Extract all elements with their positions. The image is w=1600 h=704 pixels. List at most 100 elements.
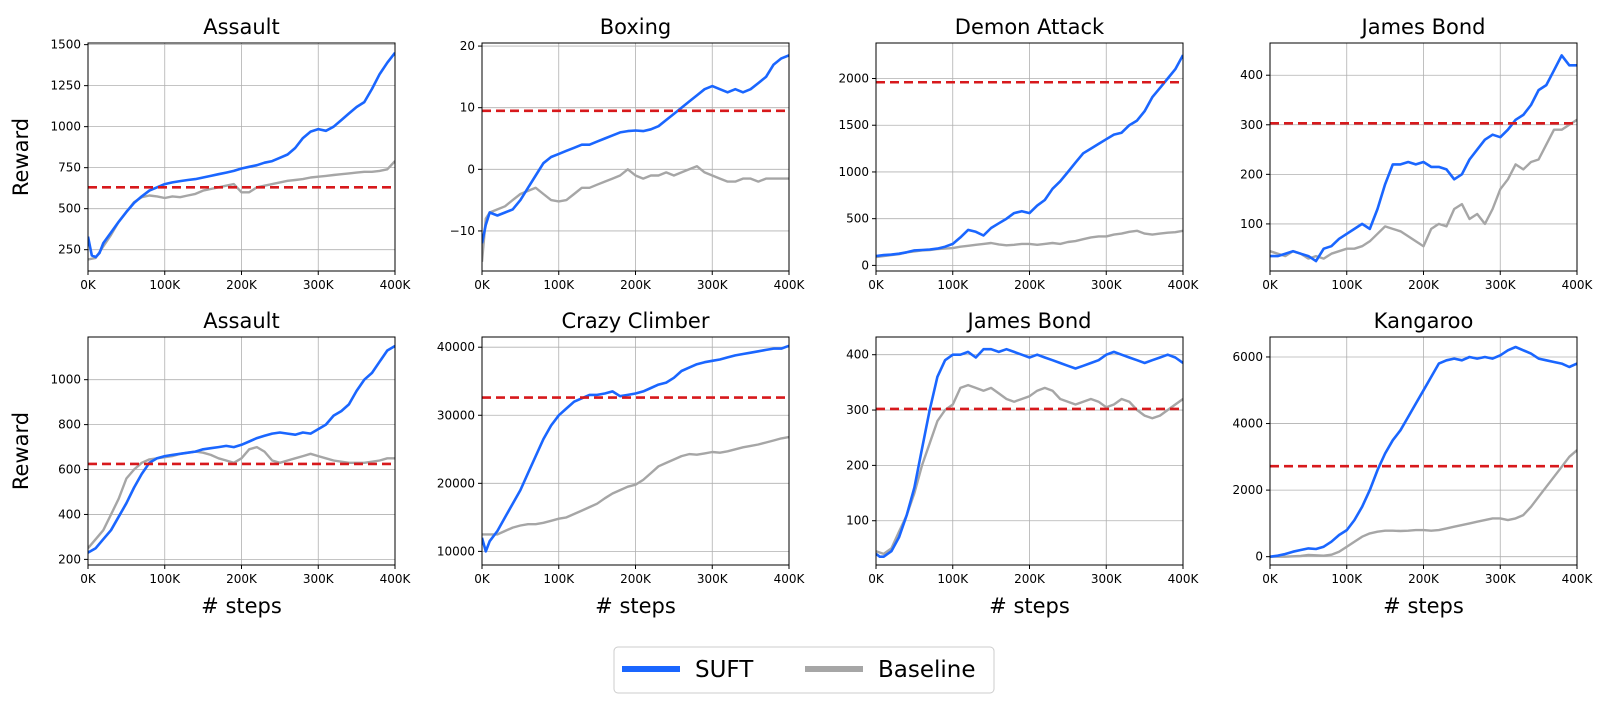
panel-title: Assault bbox=[203, 309, 280, 333]
y-tick-label: −10 bbox=[450, 224, 475, 238]
y-tick-label: 0 bbox=[467, 162, 475, 176]
y-tick-label: 40000 bbox=[437, 340, 475, 354]
y-tick-label: 6000 bbox=[1232, 350, 1263, 364]
x-tick-label: 300K bbox=[303, 572, 335, 586]
panel-title: Boxing bbox=[600, 15, 672, 39]
y-axis-label: Reward bbox=[9, 412, 33, 490]
x-tick-label: 300K bbox=[303, 278, 335, 292]
x-tick-label: 100K bbox=[937, 278, 969, 292]
panel-4: 0K 100K 200K 300K 400K 200 400 600 800 1000 Assaul… bbox=[9, 309, 412, 618]
x-tick-label: 400K bbox=[1562, 278, 1594, 292]
y-tick-label: 200 bbox=[58, 552, 81, 566]
series-line-baseline bbox=[88, 445, 395, 549]
legend: SUFT Baseline bbox=[613, 646, 995, 694]
series-line-suft bbox=[1270, 54, 1577, 263]
x-tick-label: 200K bbox=[1014, 572, 1046, 586]
x-axis-label: # steps bbox=[989, 594, 1070, 618]
y-tick-label: 10 bbox=[460, 101, 475, 115]
panel-0: 0K 100K 200K 300K 400K 250 500 750 1000 1250 1500 A… bbox=[9, 15, 412, 292]
x-tick-label: 400K bbox=[1562, 572, 1594, 586]
x-tick-label: 200K bbox=[620, 572, 652, 586]
x-axis-label: # steps bbox=[595, 594, 676, 618]
x-tick-label: 400K bbox=[380, 278, 412, 292]
x-tick-label: 100K bbox=[1331, 278, 1363, 292]
y-tick-label: 1250 bbox=[50, 79, 81, 93]
y-tick-label: 250 bbox=[58, 243, 81, 257]
panel-2: 0K 100K 200K 300K 400K 0 500 1000 1500 2000 Demon … bbox=[838, 15, 1199, 292]
y-tick-label: 400 bbox=[58, 507, 81, 521]
x-tick-label: 100K bbox=[1331, 572, 1363, 586]
y-tick-label: 20000 bbox=[437, 476, 475, 490]
series-line-suft bbox=[88, 52, 395, 259]
panel-title: Kangaroo bbox=[1374, 309, 1474, 333]
y-tick-label: 1500 bbox=[838, 118, 869, 132]
y-tick-label: 0 bbox=[1255, 550, 1263, 564]
y-tick-label: 100 bbox=[1240, 217, 1263, 231]
x-tick-label: 300K bbox=[697, 572, 729, 586]
y-tick-label: 4000 bbox=[1232, 417, 1263, 431]
x-tick-label: 0K bbox=[868, 572, 885, 586]
x-tick-label: 400K bbox=[774, 572, 806, 586]
x-axis-label: # steps bbox=[201, 594, 282, 618]
series-line-suft bbox=[876, 54, 1183, 258]
x-tick-label: 200K bbox=[1408, 278, 1440, 292]
panel-3: 0K 100K 200K 300K 400K 100 200 300 400 James Bond bbox=[1240, 15, 1593, 292]
x-tick-label: 400K bbox=[774, 278, 806, 292]
y-tick-label: 200 bbox=[1240, 167, 1263, 181]
y-tick-label: 10000 bbox=[437, 544, 475, 558]
x-tick-label: 0K bbox=[1262, 278, 1279, 292]
x-tick-label: 0K bbox=[868, 278, 885, 292]
x-tick-label: 0K bbox=[474, 278, 491, 292]
y-tick-label: 600 bbox=[58, 463, 81, 477]
legend-label: Baseline bbox=[878, 657, 976, 683]
series-line-baseline bbox=[482, 435, 789, 536]
y-tick-label: 20 bbox=[460, 39, 475, 53]
panel-title: Assault bbox=[203, 15, 280, 39]
panel-title: James Bond bbox=[966, 309, 1092, 333]
y-tick-label: 100 bbox=[846, 514, 869, 528]
panel-1: 0K 100K 200K 300K 400K −10 0 10 20 Boxing bbox=[450, 15, 806, 292]
y-tick-label: 30000 bbox=[437, 408, 475, 422]
series-line-baseline bbox=[1270, 118, 1577, 260]
panel-title: Crazy Climber bbox=[562, 309, 710, 333]
y-tick-label: 300 bbox=[846, 403, 869, 417]
x-tick-label: 100K bbox=[149, 572, 181, 586]
x-tick-label: 300K bbox=[1485, 572, 1517, 586]
x-tick-label: 0K bbox=[1262, 572, 1279, 586]
x-tick-label: 100K bbox=[149, 278, 181, 292]
x-tick-label: 300K bbox=[1091, 572, 1123, 586]
x-tick-label: 200K bbox=[1408, 572, 1440, 586]
x-tick-label: 100K bbox=[543, 572, 575, 586]
x-tick-label: 300K bbox=[1485, 278, 1517, 292]
x-axis-label: # steps bbox=[1383, 594, 1464, 618]
series-line-baseline bbox=[876, 383, 1183, 556]
x-tick-label: 0K bbox=[80, 572, 97, 586]
y-tick-label: 400 bbox=[846, 348, 869, 362]
x-tick-label: 400K bbox=[1168, 572, 1200, 586]
y-tick-label: 1000 bbox=[838, 165, 869, 179]
y-tick-label: 1500 bbox=[50, 38, 81, 52]
x-tick-label: 300K bbox=[1091, 278, 1123, 292]
x-tick-label: 0K bbox=[474, 572, 491, 586]
y-tick-label: 300 bbox=[1240, 118, 1263, 132]
series-line-baseline bbox=[1270, 449, 1577, 558]
series-line-suft bbox=[482, 344, 789, 553]
x-tick-label: 200K bbox=[226, 278, 258, 292]
series-line-suft bbox=[1270, 345, 1577, 558]
y-tick-label: 400 bbox=[1240, 68, 1263, 82]
y-tick-label: 500 bbox=[846, 212, 869, 226]
y-tick-label: 2000 bbox=[1232, 483, 1263, 497]
panel-7: 0K 100K 200K 300K 400K 0 2000 4000 6000 Kangaroo #… bbox=[1232, 309, 1593, 618]
y-tick-label: 1000 bbox=[50, 120, 81, 134]
x-tick-label: 200K bbox=[226, 572, 258, 586]
y-tick-label: 2000 bbox=[838, 72, 869, 86]
series-line-suft bbox=[88, 344, 395, 554]
y-axis-label: Reward bbox=[9, 118, 33, 196]
x-tick-label: 400K bbox=[380, 572, 412, 586]
series-line-suft bbox=[482, 54, 789, 244]
y-tick-label: 750 bbox=[58, 161, 81, 175]
x-tick-label: 400K bbox=[1168, 278, 1200, 292]
x-tick-label: 200K bbox=[620, 278, 652, 292]
